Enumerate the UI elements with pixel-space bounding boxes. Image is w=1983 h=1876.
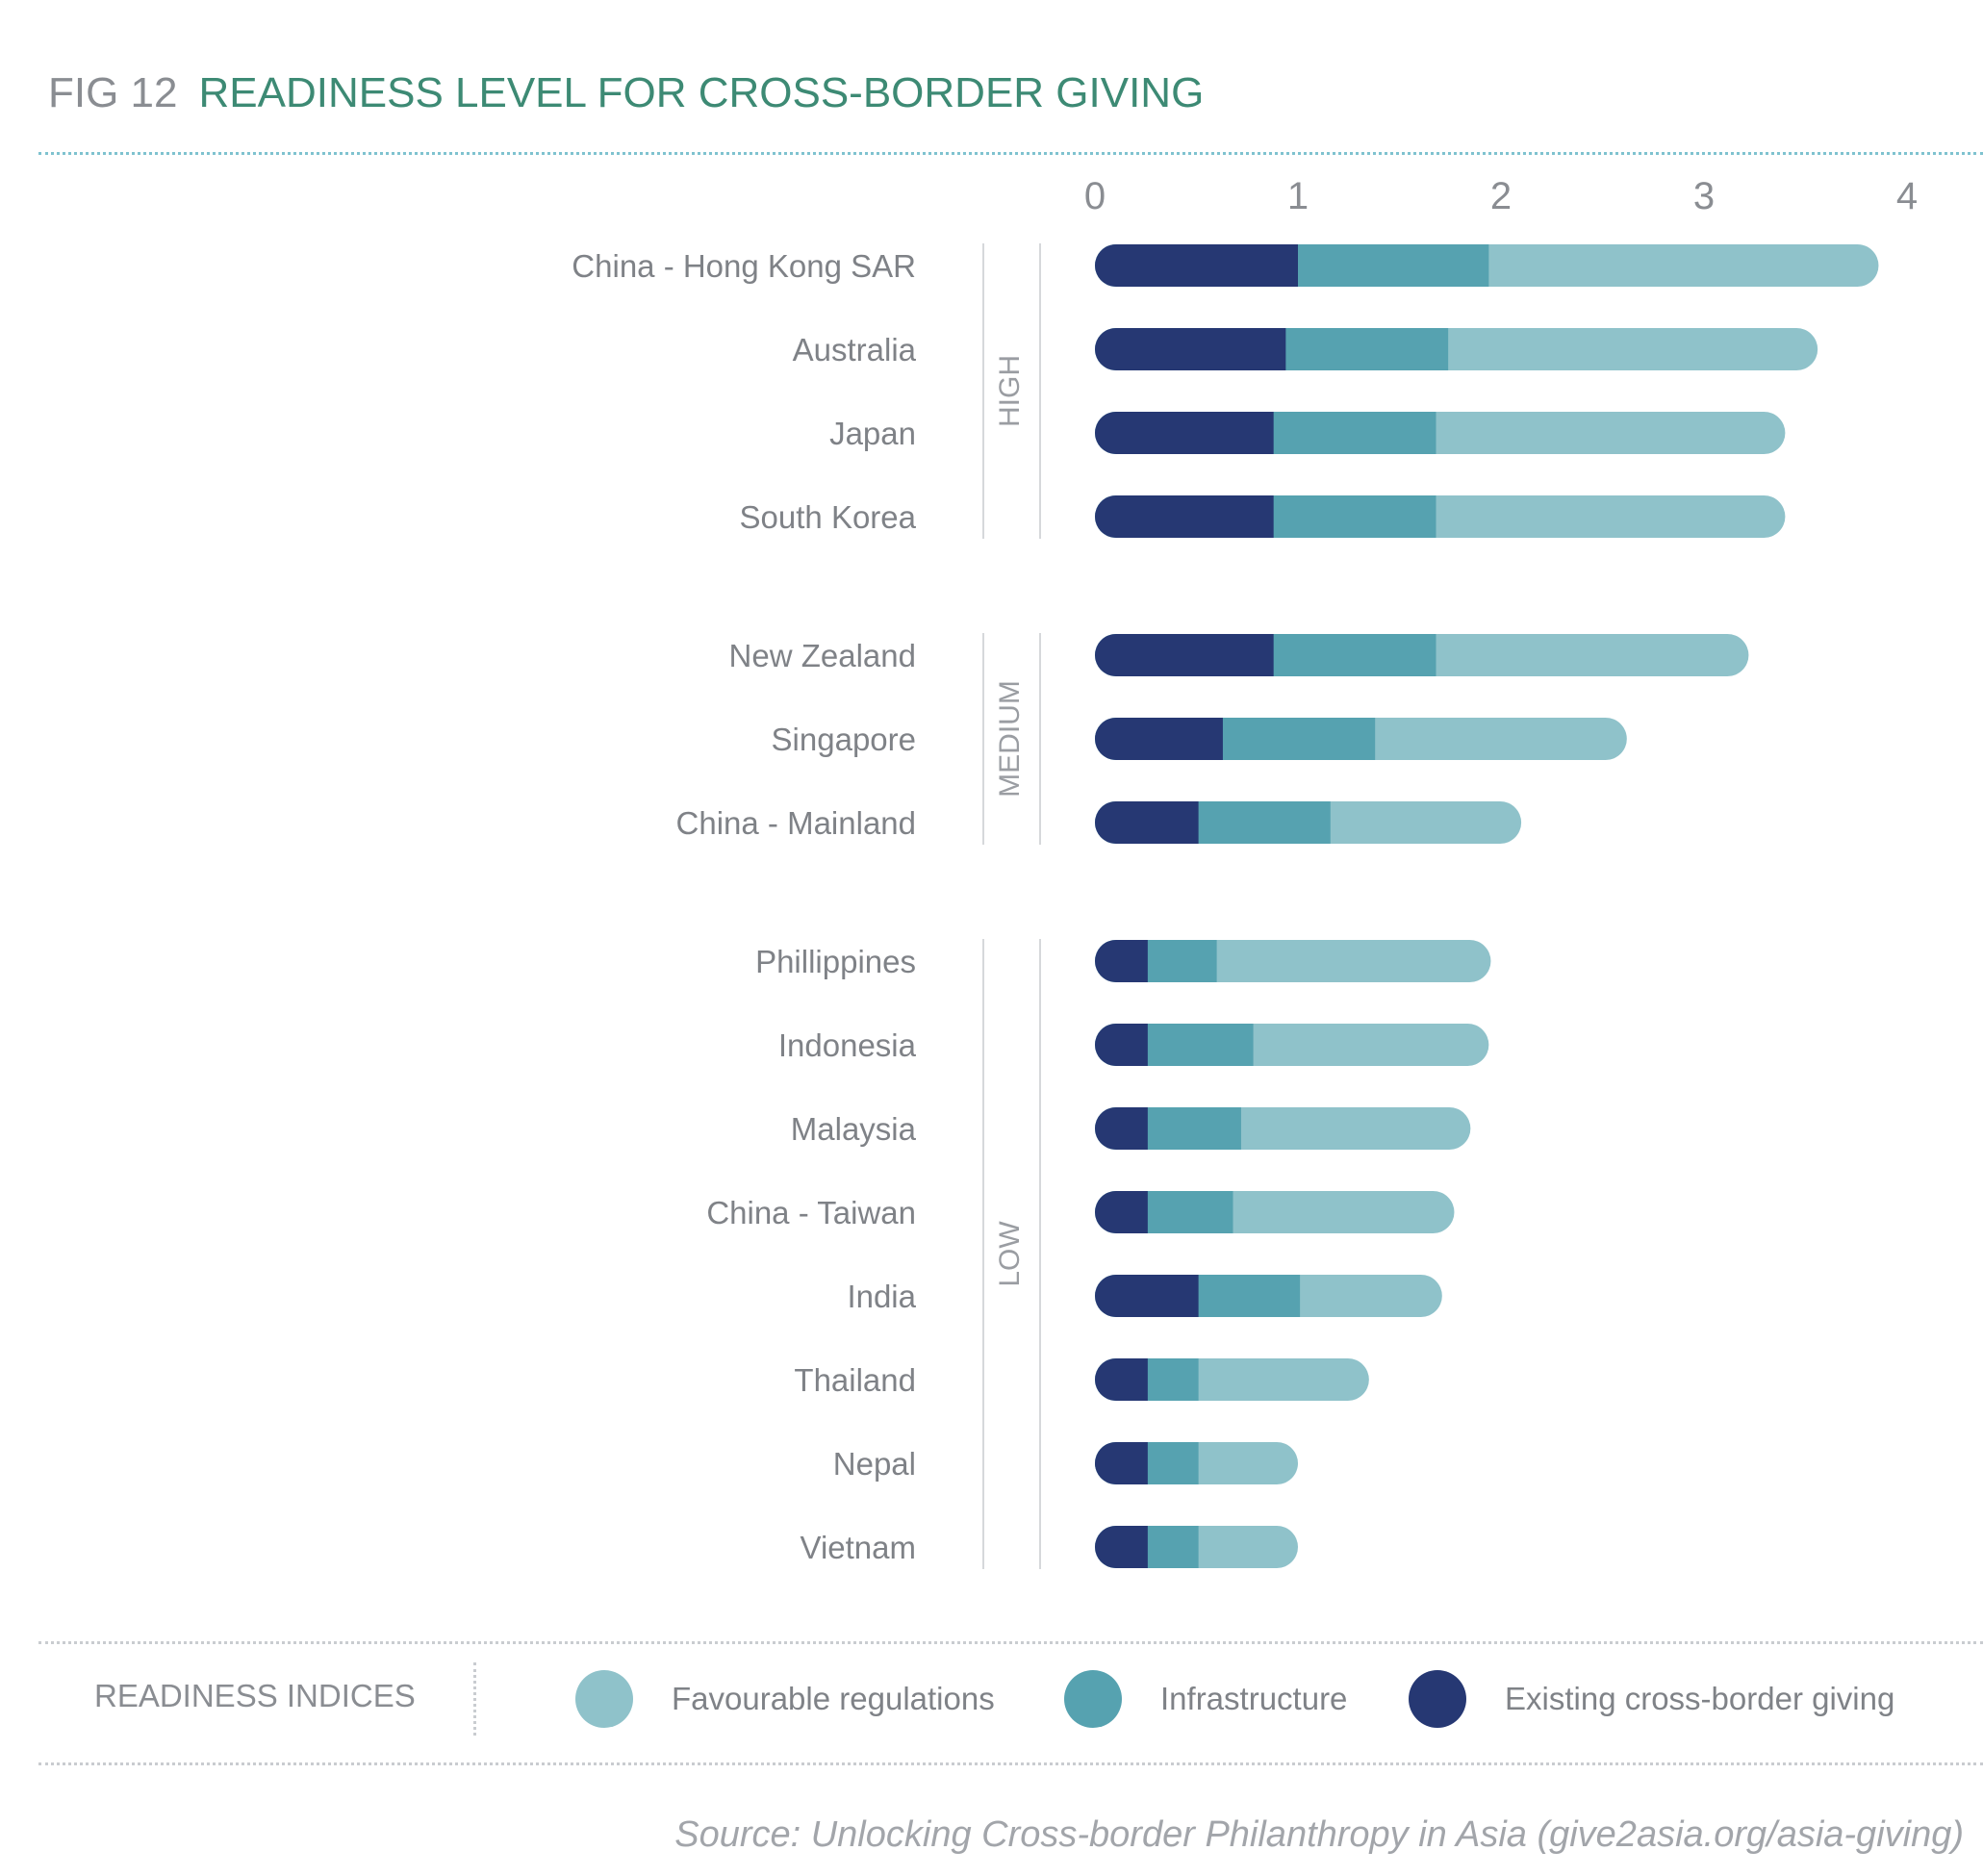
legend-top-divider xyxy=(38,1641,1983,1644)
category-label: Vietnam xyxy=(801,1530,916,1565)
legend-title: READINESS INDICES xyxy=(94,1678,416,1713)
bar-row-thailand: Thailand xyxy=(794,1358,1369,1401)
x-tick-label: 2 xyxy=(1490,175,1512,217)
bar-segment-existing-giving xyxy=(1095,1191,1148,1233)
readiness-chart: 0 1 2 3 4 China - Hong Kong SAR Australia Japan… xyxy=(572,175,1918,1569)
category-label: Singapore xyxy=(772,722,916,757)
legend-swatch-existing-cross-border-giving xyxy=(1409,1670,1466,1728)
figure-number: FIG 12 xyxy=(48,69,178,116)
group-label-high: HIGH xyxy=(994,355,1026,427)
category-label: Phillippines xyxy=(755,944,916,979)
legend-item-infrastructure: Infrastructure xyxy=(1064,1670,1347,1728)
bar-row-new-zealand: New Zealand xyxy=(729,634,1749,676)
bar-segment-existing-giving xyxy=(1095,1442,1148,1484)
chart-title: READINESS LEVEL FOR CROSS-BORDER GIVING xyxy=(198,69,1205,116)
bar-row-vietnam: Vietnam xyxy=(801,1526,1298,1568)
category-label: Thailand xyxy=(794,1362,916,1398)
legend-label-infrastructure: Infrastructure xyxy=(1160,1681,1348,1716)
figure-title: FIG 12 READINESS LEVEL FOR CROSS-BORDER G… xyxy=(48,69,1204,117)
legend-divider xyxy=(473,1662,476,1736)
x-tick-label: 1 xyxy=(1287,175,1309,217)
legend-label-favourable-regulations: Favourable regulations xyxy=(672,1681,995,1716)
legend-item-favourable-regulations: Favourable regulations xyxy=(575,1670,995,1728)
legend-label-existing-cross-border-giving: Existing cross-border giving xyxy=(1505,1681,1895,1716)
x-tick-label: 4 xyxy=(1896,175,1918,217)
category-label: New Zealand xyxy=(729,638,916,673)
x-tick-label: 0 xyxy=(1084,175,1106,217)
category-label: China - Taiwan xyxy=(706,1195,916,1230)
bar-segment-existing-giving xyxy=(1095,1107,1148,1150)
bar-row-nepal: Nepal xyxy=(833,1442,1298,1484)
bar-row-australia: Australia xyxy=(793,328,1818,370)
category-label: South Korea xyxy=(740,499,917,535)
legend-bottom-divider xyxy=(38,1762,1983,1765)
bar-row-indonesia: Indonesia xyxy=(778,1024,1489,1066)
category-label: China - Hong Kong SAR xyxy=(572,248,916,284)
bar-segment-existing-giving xyxy=(1095,940,1148,982)
category-label: Indonesia xyxy=(778,1027,917,1063)
bar-segment-existing-giving xyxy=(1095,1358,1148,1401)
legend-swatch-infrastructure xyxy=(1064,1670,1122,1728)
source-note: Source: Unlocking Cross-border Philanthr… xyxy=(674,1814,1964,1855)
bar-row-south-korea: South Korea xyxy=(740,495,1786,538)
legend-swatch-favourable-regulations xyxy=(575,1670,633,1728)
bar-segment-existing-giving xyxy=(1095,1526,1148,1568)
category-label: Malaysia xyxy=(791,1111,917,1147)
bar-row-malaysia: Malaysia xyxy=(791,1107,1471,1150)
x-tick-label: 3 xyxy=(1693,175,1715,217)
bar-row-china-hong-kong-sar: China - Hong Kong SAR xyxy=(572,244,1879,287)
category-label: Australia xyxy=(793,332,917,368)
bar-segment-existing-giving xyxy=(1095,718,1223,760)
bar-segment-existing-giving xyxy=(1095,244,1298,287)
category-label: Nepal xyxy=(833,1446,916,1482)
bar-segment-existing-giving xyxy=(1095,412,1274,454)
group-label-low: LOW xyxy=(994,1221,1026,1287)
category-label: China - Mainland xyxy=(676,805,916,841)
category-label: India xyxy=(847,1279,916,1314)
bar-row-india: India xyxy=(847,1275,1442,1317)
category-label: Japan xyxy=(829,416,916,451)
group-label-medium: MEDIUM xyxy=(994,680,1026,798)
bar-segment-existing-giving xyxy=(1095,328,1286,370)
title-divider xyxy=(38,152,1983,155)
bar-segment-existing-giving xyxy=(1095,801,1199,844)
bar-row-singapore: Singapore xyxy=(772,718,1627,760)
bar-segment-existing-giving xyxy=(1095,1024,1148,1066)
bar-segment-existing-giving xyxy=(1095,1275,1199,1317)
bar-row-phillippines: Phillippines xyxy=(755,940,1491,982)
bar-segment-existing-giving xyxy=(1095,634,1274,676)
bar-segment-existing-giving xyxy=(1095,495,1274,538)
bar-row-china-taiwan: China - Taiwan xyxy=(706,1191,1455,1233)
bar-row-china-mainland: China - Mainland xyxy=(676,801,1522,844)
bar-row-japan: Japan xyxy=(829,412,1786,454)
legend-item-existing-cross-border-giving: Existing cross-border giving xyxy=(1409,1670,1894,1728)
